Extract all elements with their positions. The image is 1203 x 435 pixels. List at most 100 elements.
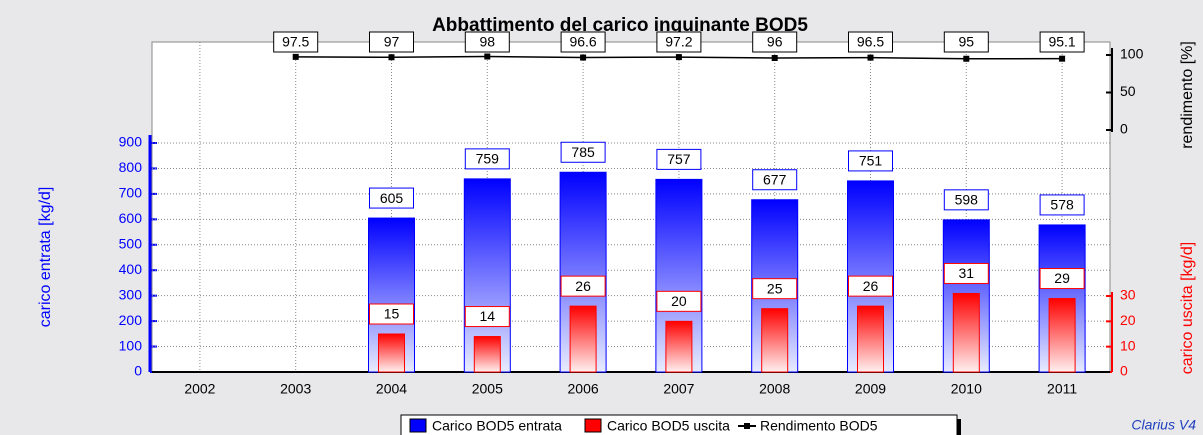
y-tick-label: 500 <box>119 235 143 251</box>
value-label-box <box>464 31 510 53</box>
y2-tick-label: 30 <box>1120 287 1136 303</box>
value-label-box <box>752 31 798 53</box>
y3-tick-label: 0 <box>1120 121 1128 137</box>
point <box>675 54 682 61</box>
point <box>580 54 587 61</box>
x-tick-label: 2010 <box>951 381 982 397</box>
value-label: 605 <box>380 190 404 206</box>
value-label: 95.1 <box>1048 34 1075 50</box>
legend <box>400 414 958 435</box>
value-label-box <box>656 290 702 312</box>
y-tick-label: 600 <box>119 210 143 226</box>
point <box>867 54 874 61</box>
value-label-box <box>848 150 893 172</box>
x-tick-label: 2004 <box>376 381 407 397</box>
point <box>292 53 299 60</box>
value-label: 598 <box>955 192 979 208</box>
legend-swatch <box>409 418 427 433</box>
value-label: 96.5 <box>857 34 884 50</box>
value-label-box <box>848 275 893 297</box>
value-label: 751 <box>859 153 883 169</box>
x-tick-label: 2009 <box>855 381 886 397</box>
footer: Clarius V4 <box>1131 417 1196 433</box>
x-tick-label: 2006 <box>568 381 599 397</box>
point <box>771 55 778 61</box>
y3-tick-label: 100 <box>1120 46 1144 62</box>
value-label-box <box>273 31 319 53</box>
value-label-box <box>369 187 414 209</box>
value-label-box <box>943 31 989 53</box>
y2-tick-label: 0 <box>1120 363 1128 379</box>
y-tick-label: 900 <box>119 134 143 150</box>
value-label-box <box>369 303 414 325</box>
y-tick-label: 100 <box>119 337 143 353</box>
value-label: 29 <box>1054 270 1070 286</box>
value-label-box <box>1039 194 1085 216</box>
y2-tick-label: 20 <box>1120 312 1136 328</box>
value-label-box <box>656 31 702 53</box>
bar <box>463 178 511 373</box>
value-label-box <box>943 262 989 284</box>
value-label: 759 <box>476 151 500 167</box>
value-label-box <box>752 278 798 300</box>
value-label: 14 <box>480 308 496 324</box>
point <box>484 53 491 60</box>
bar <box>569 305 597 373</box>
y-tick-label: 0 <box>134 363 142 379</box>
value-label-box <box>656 148 702 170</box>
bar <box>952 292 980 373</box>
y2-axis-label: carico uscita [kg/d] <box>1179 242 1196 375</box>
x-tick-label: 2005 <box>472 381 503 397</box>
bar <box>665 320 693 373</box>
value-label-box <box>943 189 989 211</box>
y-tick-label: 700 <box>119 185 143 201</box>
value-label-box <box>560 31 606 53</box>
value-label: 26 <box>575 278 591 294</box>
x-tick-label: 2011 <box>1047 381 1077 397</box>
value-label: 97.2 <box>665 34 692 50</box>
y-axis-label: carico entrata [kg/d] <box>37 187 54 328</box>
value-label-box <box>369 31 414 53</box>
bar <box>473 336 501 373</box>
value-label: 31 <box>959 265 975 281</box>
y-tick-label: 400 <box>119 261 143 277</box>
value-label: 15 <box>384 306 400 322</box>
y3-tick-label: 50 <box>1120 83 1136 99</box>
value-label: 785 <box>571 144 595 160</box>
value-label: 757 <box>667 151 691 167</box>
legend-marker <box>744 423 750 429</box>
x-tick-label: 2002 <box>184 381 215 397</box>
value-label-box <box>1039 31 1085 53</box>
value-label: 96.6 <box>569 34 596 50</box>
legend-label: Carico BOD5 uscita <box>607 418 730 434</box>
value-label: 20 <box>671 293 687 309</box>
legend-label: Rendimento BOD5 <box>760 418 878 434</box>
legend-swatch <box>584 418 602 433</box>
x-tick-label: 2007 <box>663 381 694 397</box>
value-label: 677 <box>763 171 787 187</box>
x-tick-label: 2008 <box>759 381 790 397</box>
value-label-box <box>752 169 798 191</box>
bar <box>857 305 884 373</box>
value-label: 26 <box>863 278 879 294</box>
point <box>388 54 395 61</box>
point <box>963 55 970 62</box>
value-label: 97 <box>384 34 400 50</box>
bar <box>378 333 405 373</box>
y3-axis-label: rendimento [%] <box>1179 41 1196 149</box>
chart-title: Abbattimento del carico inquinante BOD5 <box>432 15 808 36</box>
y-tick-label: 800 <box>119 159 143 175</box>
value-label: 578 <box>1050 197 1074 213</box>
value-label-box <box>464 148 510 170</box>
value-label-box <box>1039 268 1085 290</box>
bar <box>761 308 789 373</box>
value-label: 98 <box>480 34 496 50</box>
bar <box>1048 298 1076 373</box>
value-label-box <box>848 31 893 53</box>
value-label-box <box>560 141 606 163</box>
value-label-box <box>464 306 510 328</box>
y-tick-label: 300 <box>119 286 143 302</box>
value-label: 97.5 <box>282 34 309 50</box>
value-label-box <box>560 275 606 297</box>
